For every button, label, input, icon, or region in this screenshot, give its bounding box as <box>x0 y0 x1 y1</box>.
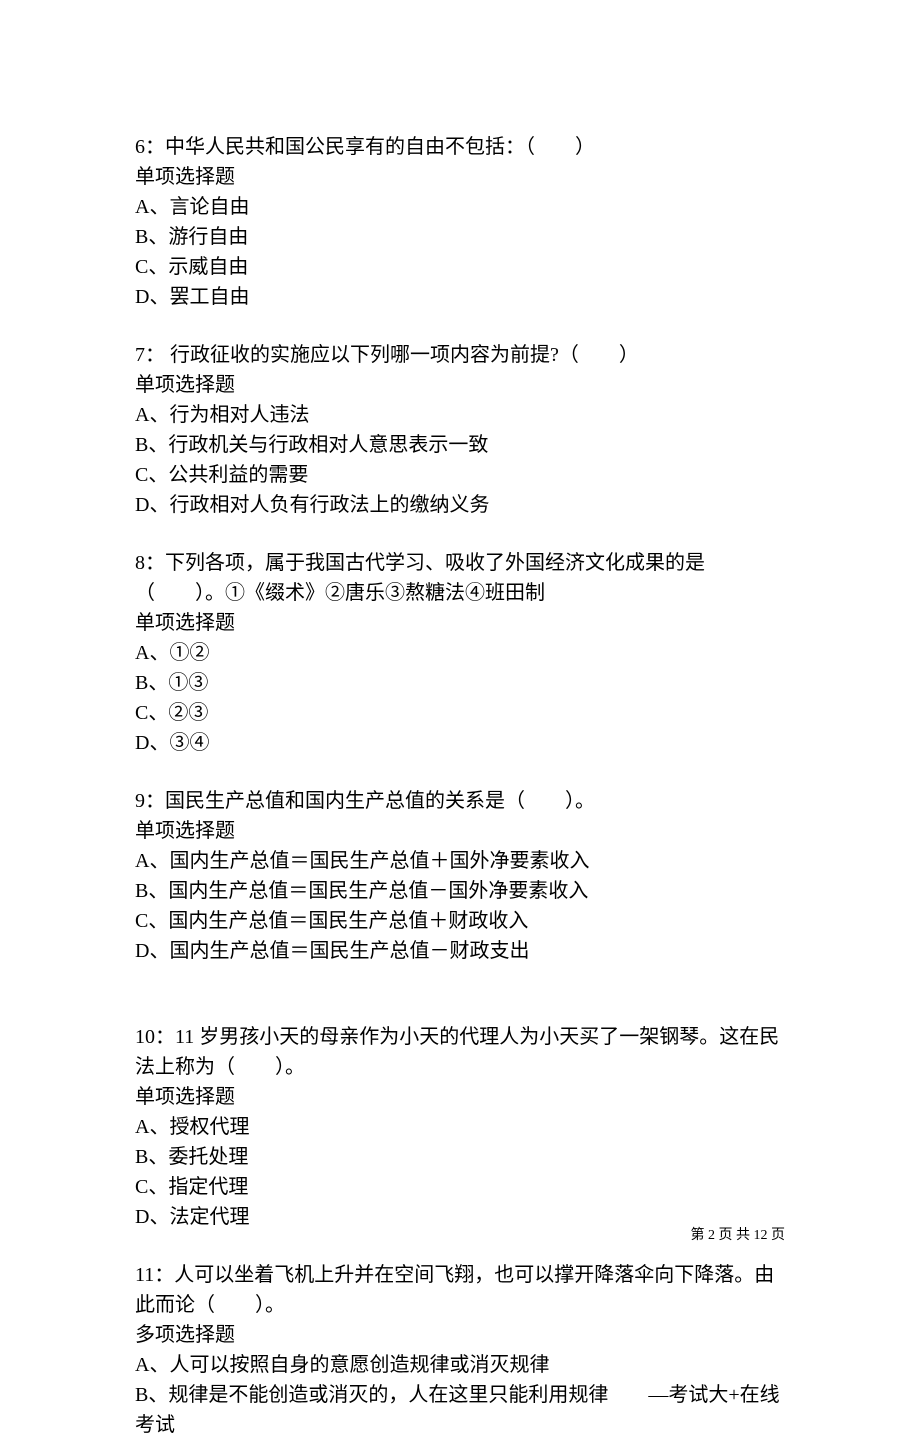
page-footer: 第 2 页 共 12 页 <box>691 1225 786 1246</box>
question-number: 7 <box>135 344 145 366</box>
question-stem: 8：下列各项，属于我国古代学习、吸收了外国经济文化成果的是（ ）。①《缀术》②唐… <box>135 548 785 608</box>
option-b: B、行政机关与行政相对人意思表示一致 <box>135 430 785 460</box>
stem-text: ：国民生产总值和国内生产总值的关系是（ ）。 <box>145 790 595 812</box>
option-d: D、行政相对人负有行政法上的缴纳义务 <box>135 490 785 520</box>
stem-text: ：11 岁男孩小天的母亲作为小天的代理人为小天买了一架钢琴。这在民法上称为（ ）… <box>135 1026 779 1078</box>
option-a: A、行为相对人违法 <box>135 400 785 430</box>
question-type: 单项选择题 <box>135 608 785 638</box>
option-d: D、法定代理 <box>135 1202 785 1232</box>
question-stem: 11：人可以坐着飞机上升并在空间飞翔，也可以撑开降落伞向下降落。由此而论（ ）。 <box>135 1260 785 1320</box>
option-a: A、国内生产总值＝国民生产总值＋国外净要素收入 <box>135 846 785 876</box>
question-type: 单项选择题 <box>135 162 785 192</box>
question-type: 多项选择题 <box>135 1320 785 1350</box>
question-number: 6 <box>135 136 145 158</box>
question-number: 11 <box>135 1264 154 1286</box>
question-stem: 7： 行政征收的实施应以下列哪一项内容为前提?（ ） <box>135 340 785 370</box>
option-a: A、言论自由 <box>135 192 785 222</box>
option-c: C、国内生产总值＝国民生产总值＋财政收入 <box>135 906 785 936</box>
option-a: A、①② <box>135 638 785 668</box>
stem-text: ：人可以坐着飞机上升并在空间飞翔，也可以撑开降落伞向下降落。由此而论（ ）。 <box>135 1264 774 1316</box>
option-a: A、授权代理 <box>135 1112 785 1142</box>
question-8: 8：下列各项，属于我国古代学习、吸收了外国经济文化成果的是（ ）。①《缀术》②唐… <box>135 548 785 758</box>
document-body: 6：中华人民共和国公民享有的自由不包括：（ ） 单项选择题 A、言论自由 B、游… <box>135 132 785 1440</box>
option-c: C、公共利益的需要 <box>135 460 785 490</box>
option-b: B、游行自由 <box>135 222 785 252</box>
question-number: 10 <box>135 1026 155 1048</box>
question-type: 单项选择题 <box>135 1082 785 1112</box>
option-b: B、委托处理 <box>135 1142 785 1172</box>
question-type: 单项选择题 <box>135 816 785 846</box>
option-d: D、国内生产总值＝国民生产总值－财政支出 <box>135 936 785 966</box>
option-c: C、指定代理 <box>135 1172 785 1202</box>
option-d: D、罢工自由 <box>135 282 785 312</box>
question-10: 10：11 岁男孩小天的母亲作为小天的代理人为小天买了一架钢琴。这在民法上称为（… <box>135 1022 785 1232</box>
option-a: A、人可以按照自身的意愿创造规律或消灭规律 <box>135 1350 785 1380</box>
option-c: C、②③ <box>135 698 785 728</box>
question-stem: 6：中华人民共和国公民享有的自由不包括：（ ） <box>135 132 785 162</box>
question-stem: 9：国民生产总值和国内生产总值的关系是（ ）。 <box>135 786 785 816</box>
question-6: 6：中华人民共和国公民享有的自由不包括：（ ） 单项选择题 A、言论自由 B、游… <box>135 132 785 312</box>
option-c: C、示威自由 <box>135 252 785 282</box>
question-11: 11：人可以坐着飞机上升并在空间飞翔，也可以撑开降落伞向下降落。由此而论（ ）。… <box>135 1260 785 1440</box>
option-b: B、①③ <box>135 668 785 698</box>
stem-text: ： 行政征收的实施应以下列哪一项内容为前提?（ ） <box>145 344 639 366</box>
stem-text: ：中华人民共和国公民享有的自由不包括：（ ） <box>145 136 595 158</box>
stem-text: ：下列各项，属于我国古代学习、吸收了外国经济文化成果的是（ ）。①《缀术》②唐乐… <box>135 552 705 604</box>
question-type: 单项选择题 <box>135 370 785 400</box>
question-7: 7： 行政征收的实施应以下列哪一项内容为前提?（ ） 单项选择题 A、行为相对人… <box>135 340 785 520</box>
question-stem: 10：11 岁男孩小天的母亲作为小天的代理人为小天买了一架钢琴。这在民法上称为（… <box>135 1022 785 1082</box>
option-b: B、国内生产总值＝国民生产总值－国外净要素收入 <box>135 876 785 906</box>
option-b: B、规律是不能创造或消灭的，人在这里只能利用规律 —考试大+在线考试 <box>135 1380 785 1440</box>
option-d: D、③④ <box>135 728 785 758</box>
question-number: 9 <box>135 790 145 812</box>
question-number: 8 <box>135 552 145 574</box>
question-9: 9：国民生产总值和国内生产总值的关系是（ ）。 单项选择题 A、国内生产总值＝国… <box>135 786 785 966</box>
